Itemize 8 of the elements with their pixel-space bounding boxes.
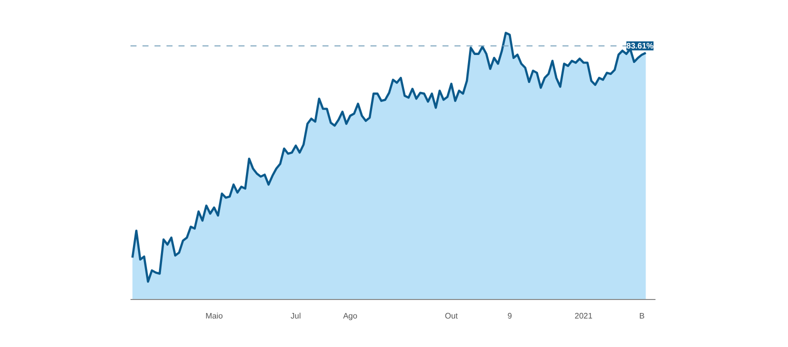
x-tick-label: 2021 — [574, 312, 594, 320]
x-tick-label: B — [639, 312, 645, 320]
x-tick-label: Out — [444, 312, 459, 320]
x-tick-label: Jul — [290, 312, 302, 320]
x-tick-label: Maio — [205, 312, 224, 320]
annotation: 83.61% — [626, 41, 654, 50]
x-tick-label: Ago — [343, 312, 358, 320]
x-tick-label: 9 — [507, 312, 512, 320]
